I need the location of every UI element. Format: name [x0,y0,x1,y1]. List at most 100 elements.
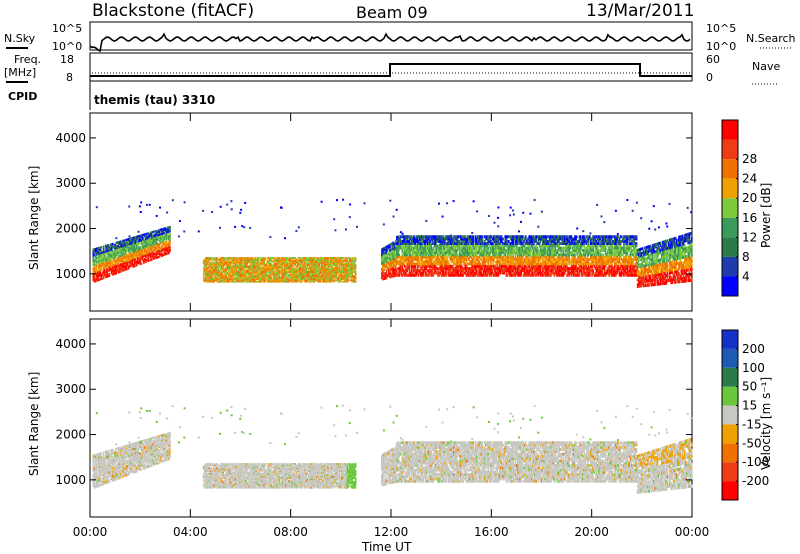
power-cell [465,269,468,273]
power-cell [298,268,301,271]
power-cell [245,265,247,268]
power-cell [463,242,465,245]
power-cell [502,269,504,273]
power-cell [416,237,419,241]
power-cell [209,277,212,280]
power-cell [245,264,247,266]
power-cell [262,275,264,278]
power-cell [438,267,440,270]
power-cell [270,273,272,276]
power-cell [434,239,437,243]
power-cell [349,265,351,268]
power-cell [313,266,316,269]
power-cell [426,244,429,248]
power-cell [102,258,105,261]
power-cell [148,251,151,254]
power-cell [296,265,299,268]
power-cell [310,268,312,271]
power-cell [238,280,240,283]
power-cell [140,257,143,260]
power-cell [519,248,521,252]
power-cell [280,272,283,275]
power-cell [496,239,499,243]
power-cell [487,264,489,268]
power-cell [124,252,127,256]
power-cell [130,239,132,242]
power-cell [270,262,272,265]
power-cell [238,261,240,264]
power-cell [412,246,414,250]
power-cell [130,261,132,264]
power-cell [207,273,210,276]
power-cell [257,272,260,275]
power-cell [106,270,108,273]
power-cell [522,242,525,245]
power-cell [405,244,407,248]
power-cell [523,239,526,243]
power-cell [241,279,244,282]
power-cell [352,259,355,262]
power-cell [209,258,212,261]
power-cell [354,265,357,268]
power-cell [132,238,135,241]
power-cell [234,276,237,279]
power-cell [507,262,510,266]
power-cell [272,275,275,278]
power-cell [459,269,462,273]
power-cell [241,264,244,266]
power-cell [154,249,156,252]
power-cell [207,280,210,283]
power-cell [283,271,286,273]
power-cell [164,228,167,231]
power-cell [129,242,131,246]
power-cell [220,262,222,265]
power-cell [288,264,291,266]
power-cell [225,279,228,282]
power-cell [262,257,264,260]
power-cell [449,255,452,259]
power-cell [349,273,351,276]
power-cell [312,258,315,261]
power-cell [416,246,419,250]
power-cell [307,258,310,261]
power-cell [453,235,455,239]
power-cell [236,272,238,275]
power-cell [298,273,301,276]
power-cell [493,267,495,270]
power-cell [271,271,274,273]
power-cell [527,251,529,255]
power-cell [470,267,472,270]
power-cell [310,259,312,262]
power-cell [330,258,333,261]
power-cell [109,248,112,252]
power-cell [431,248,434,252]
power-cell [327,257,329,260]
power-cell [493,246,495,250]
power-cell [394,262,397,265]
power-cell [148,246,151,249]
power-cell [381,276,383,279]
power-cell [246,258,248,261]
power-cell [383,268,385,272]
power-cell [421,258,423,261]
power-cell [241,262,244,265]
power-cell [309,272,311,275]
power-cell [412,271,414,275]
power-cell [113,258,115,261]
power-cell [502,237,504,241]
power-cell [158,243,161,246]
power-cell [534,253,536,257]
power-cell [120,270,122,273]
power-cell [320,268,323,271]
power-cell [442,269,445,273]
noise-tick-top-right: 10^5 [706,22,736,35]
power-cell [344,279,347,282]
power-cell [474,251,477,255]
power-cell [473,260,476,264]
power-cell [413,239,415,243]
power-cell [250,261,253,264]
power-cell [491,255,494,259]
power-cell [288,259,291,262]
power-cell [153,256,155,259]
power-cell [382,270,384,274]
